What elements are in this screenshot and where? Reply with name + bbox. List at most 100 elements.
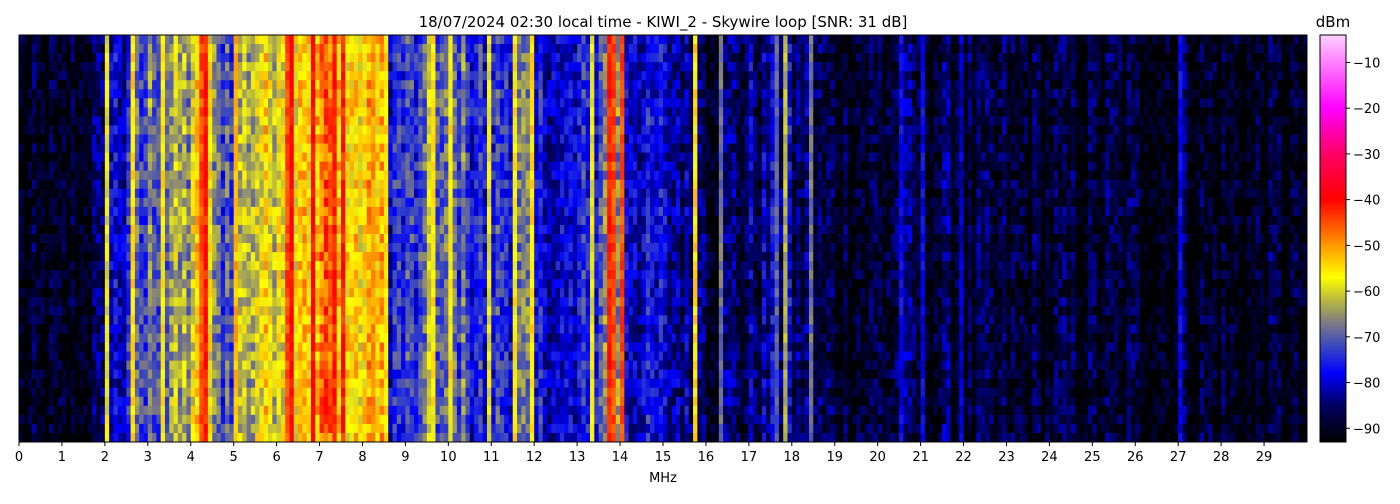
heatmap-cell xyxy=(341,107,346,117)
heatmap-cell xyxy=(195,224,200,235)
heatmap-cell xyxy=(396,387,402,398)
heatmap-cell xyxy=(383,152,389,163)
heatmap-cell xyxy=(375,44,381,54)
heatmap-cell xyxy=(109,35,114,45)
heatmap-cell xyxy=(379,306,385,316)
heatmap-cell xyxy=(61,71,67,81)
heatmap-cell xyxy=(40,279,46,289)
heatmap-cell xyxy=(242,188,247,199)
heatmap-cell xyxy=(375,396,381,407)
heatmap-cell xyxy=(345,252,350,262)
heatmap-cell xyxy=(36,351,41,361)
heatmap-cell xyxy=(448,414,454,425)
heatmap-cell xyxy=(426,98,432,108)
heatmap-cell xyxy=(285,143,290,153)
heatmap-cell xyxy=(53,71,59,81)
heatmap-cell xyxy=(293,387,299,398)
heatmap-cell xyxy=(40,89,46,99)
heatmap-cell xyxy=(452,224,458,235)
heatmap-cell xyxy=(478,342,484,352)
heatmap-cell xyxy=(474,261,479,271)
heatmap-cell xyxy=(23,297,28,307)
heatmap-cell xyxy=(341,243,346,253)
heatmap-cell xyxy=(100,297,106,307)
heatmap-cell xyxy=(259,134,265,144)
heatmap-cell xyxy=(83,324,89,334)
heatmap-cell xyxy=(49,288,54,298)
heatmap-cell xyxy=(401,179,406,190)
heatmap-cell xyxy=(177,369,183,380)
heatmap-cell xyxy=(319,369,325,380)
heatmap-cell xyxy=(259,432,265,443)
heatmap-cell xyxy=(366,107,372,117)
heatmap-cell xyxy=(177,378,183,389)
heatmap-cell xyxy=(66,152,71,163)
heatmap-cell xyxy=(431,351,436,361)
heatmap-cell xyxy=(383,333,389,343)
heatmap-cell xyxy=(190,134,196,144)
heatmap-cell xyxy=(53,143,59,153)
heatmap-cell xyxy=(49,35,54,45)
heatmap-cell xyxy=(195,107,200,117)
heatmap-cell xyxy=(362,98,368,108)
heatmap-cell xyxy=(96,197,101,208)
heatmap-cell xyxy=(448,44,454,54)
heatmap-cell xyxy=(182,279,187,289)
heatmap-cell xyxy=(263,107,269,117)
heatmap-cell xyxy=(177,243,183,253)
heatmap-cell xyxy=(285,35,290,45)
heatmap-cell xyxy=(57,333,63,343)
heatmap-cell xyxy=(456,116,462,126)
heatmap-cell xyxy=(375,315,381,325)
heatmap-cell xyxy=(452,351,458,361)
heatmap-cell xyxy=(302,188,308,199)
heatmap-cell xyxy=(396,405,402,416)
heatmap-cell xyxy=(203,35,209,45)
heatmap-cell xyxy=(79,351,84,361)
heatmap-cell xyxy=(152,188,157,199)
heatmap-cell xyxy=(379,71,385,81)
heatmap-cell xyxy=(323,179,329,190)
heatmap-cell xyxy=(358,44,363,54)
heatmap-cell xyxy=(242,414,247,425)
heatmap-cell xyxy=(113,378,119,389)
heatmap-cell xyxy=(405,71,411,81)
heatmap-cell xyxy=(379,396,385,407)
heatmap-cell xyxy=(383,89,389,99)
heatmap-cell xyxy=(353,116,359,126)
heatmap-cell xyxy=(422,351,428,361)
heatmap-cell xyxy=(310,369,316,380)
heatmap-cell xyxy=(405,360,411,371)
heatmap-cell xyxy=(392,351,398,361)
heatmap-cell xyxy=(388,405,393,416)
heatmap-cell xyxy=(156,432,162,443)
heatmap-cell xyxy=(216,197,222,208)
heatmap-cell xyxy=(263,432,269,443)
heatmap-cell xyxy=(126,179,132,190)
heatmap-cell xyxy=(293,71,299,81)
heatmap-cell xyxy=(358,215,363,226)
heatmap-cell xyxy=(323,233,329,244)
heatmap-cell xyxy=(220,270,226,280)
heatmap-cell xyxy=(276,44,282,54)
heatmap-cell xyxy=(117,396,123,407)
heatmap-cell xyxy=(203,206,209,217)
heatmap-cell xyxy=(246,152,252,163)
heatmap-cell xyxy=(130,288,136,298)
heatmap-cell xyxy=(100,342,106,352)
heatmap-cell xyxy=(486,279,492,289)
heatmap-cell xyxy=(104,143,110,153)
heatmap-cell xyxy=(233,270,239,280)
heatmap-cell xyxy=(87,161,93,172)
heatmap-cell xyxy=(237,224,243,235)
heatmap-cell xyxy=(341,71,346,81)
heatmap-cell xyxy=(100,71,106,81)
heatmap-cell xyxy=(87,116,93,126)
heatmap-cell xyxy=(448,432,454,443)
heatmap-cell xyxy=(57,197,63,208)
heatmap-cell xyxy=(328,243,333,253)
heatmap-cell xyxy=(418,288,423,298)
heatmap-cell xyxy=(169,53,174,63)
heatmap-cell xyxy=(263,44,269,54)
heatmap-cell xyxy=(435,53,441,63)
